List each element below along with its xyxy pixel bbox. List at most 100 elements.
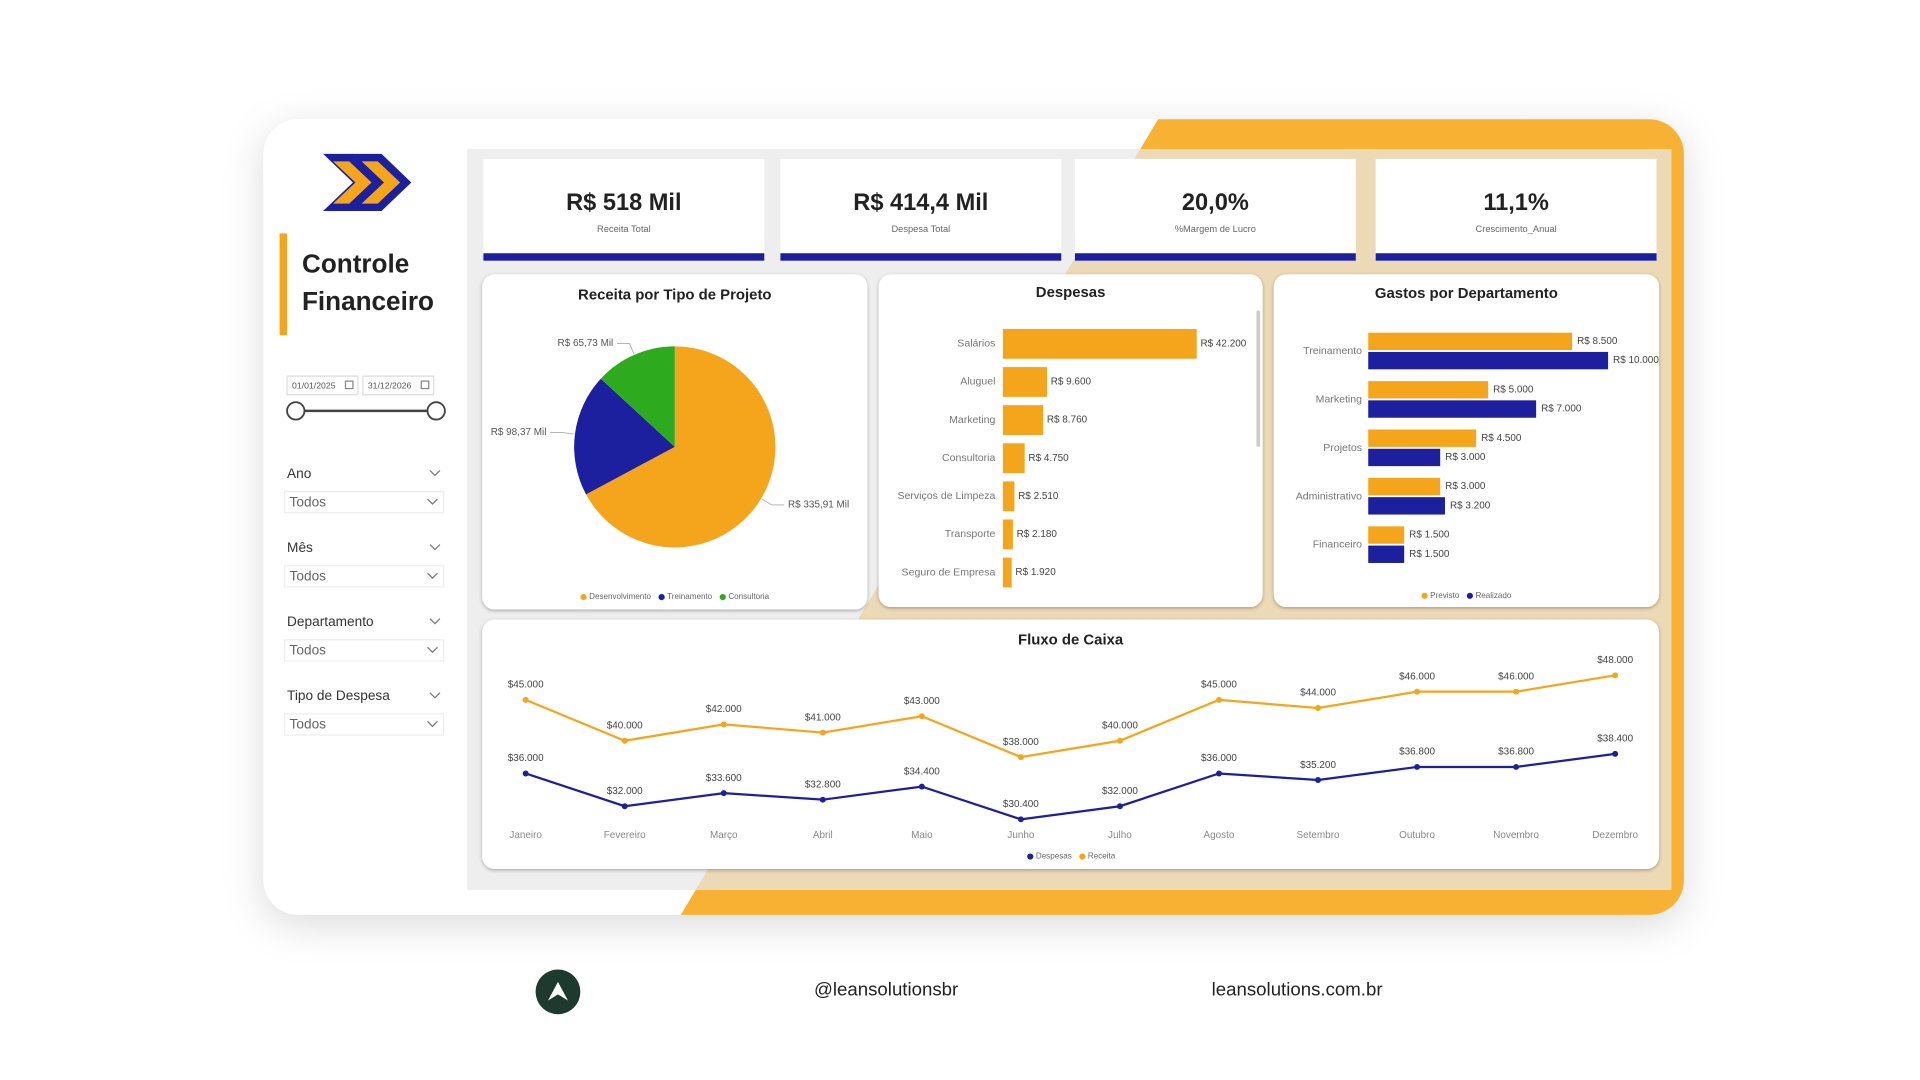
data-label: R$ 4.750	[1028, 453, 1069, 464]
leader-line	[616, 342, 635, 354]
date-end: 31/12/2026	[368, 380, 412, 390]
x-tick-label: Julho	[1108, 830, 1132, 841]
kpi-value: R$ 414,4 Mil	[853, 189, 988, 215]
filter-value: Todos	[290, 494, 327, 509]
chart-title: Despesas	[1036, 285, 1106, 301]
legend-label: Previsto	[1430, 591, 1460, 600]
filter-label: Ano	[287, 466, 312, 481]
filter-value: Todos	[290, 568, 327, 583]
data-label: R$ 4.500	[1481, 433, 1522, 444]
point	[621, 737, 628, 744]
data-label: R$ 2.180	[1017, 529, 1058, 540]
kpi-label: Despesa Total	[891, 224, 950, 234]
category-label: Administrativo	[1296, 490, 1362, 502]
legend: Previsto Realizado	[1421, 591, 1512, 600]
data-label: $36.000	[508, 753, 544, 764]
kpi-card	[1375, 158, 1657, 261]
slider-handle[interactable]	[286, 401, 306, 421]
data-label: $32.000	[607, 786, 643, 797]
legend: Despesas Receita	[1027, 852, 1116, 861]
logo	[323, 153, 412, 212]
data-label: $30.400	[1003, 799, 1039, 810]
point	[522, 696, 529, 703]
calendar-icon	[420, 380, 430, 390]
data-label: R$ 5.000	[1493, 384, 1534, 395]
data-label: R$ 1.920	[1015, 567, 1056, 578]
bar	[1002, 405, 1044, 435]
dropdown-arrow	[427, 720, 438, 728]
kpi-value: R$ 518 Mil	[566, 189, 681, 215]
line	[525, 674, 1616, 759]
date-start: 01/01/2025	[292, 380, 336, 390]
bar	[1368, 448, 1441, 467]
point	[1116, 803, 1123, 810]
point	[720, 790, 727, 797]
data-label: R$ 98,37 Mil	[491, 427, 547, 438]
x-tick-label: Agosto	[1204, 830, 1235, 841]
kpi-bar	[1074, 253, 1356, 261]
title-accent	[279, 233, 288, 336]
kpi-card	[780, 158, 1062, 261]
bar	[1002, 519, 1013, 550]
x-tick-label: Fevereiro	[604, 830, 646, 841]
x-tick-label: Abril	[813, 830, 833, 841]
legend-label: Realizado	[1475, 591, 1511, 600]
dropdown-arrow	[427, 498, 438, 505]
legend-marker	[1027, 853, 1034, 860]
x-tick-label: Setembro	[1296, 830, 1340, 841]
data-label: $43.000	[904, 696, 940, 707]
category-label: Treinamento	[1303, 345, 1362, 357]
bar	[1368, 332, 1573, 351]
date-box[interactable]	[362, 375, 435, 396]
x-tick-label: Janeiro	[509, 830, 542, 841]
bar	[1368, 545, 1405, 563]
x-tick-label: Maio	[911, 830, 933, 841]
x-tick-label: Dezembro	[1592, 830, 1638, 841]
data-label: $38.400	[1597, 734, 1633, 745]
filter-dropdown[interactable]	[283, 639, 445, 662]
data-label: $48.000	[1597, 655, 1633, 666]
filter-collapse[interactable]	[429, 618, 441, 625]
legend-label: Despesas	[1036, 852, 1072, 861]
legend-marker	[1421, 592, 1428, 599]
data-label: $36.000	[1201, 753, 1237, 764]
data-label: $45.000	[508, 680, 544, 691]
data-label: $35.200	[1300, 760, 1336, 771]
slider-handle[interactable]	[426, 401, 446, 421]
category-label: Serviços de Limpeza	[897, 490, 995, 502]
point	[1017, 816, 1024, 823]
data-label: R$ 10.000	[1613, 355, 1659, 366]
filter-dropdown[interactable]	[283, 713, 445, 736]
point	[1116, 737, 1123, 744]
date-box[interactable]	[286, 375, 359, 396]
point	[1513, 763, 1520, 770]
filter-value: Todos	[290, 717, 327, 732]
bar	[1002, 481, 1015, 512]
data-label: $36.800	[1399, 747, 1435, 758]
legend-marker	[658, 594, 665, 601]
kpi-label: Crescimento_Anual	[1476, 224, 1557, 234]
x-tick-label: Junho	[1007, 830, 1035, 841]
data-label: $32.000	[1102, 786, 1138, 797]
filter-collapse[interactable]	[429, 692, 441, 699]
filter-collapse[interactable]	[429, 470, 441, 477]
point	[1216, 696, 1222, 703]
chart-title: Fluxo de Caixa	[1018, 632, 1124, 648]
x-tick-label: Março	[710, 830, 738, 841]
filter-value: Todos	[290, 643, 327, 658]
category-label: Consultoria	[942, 452, 996, 464]
filter-collapse[interactable]	[429, 544, 441, 551]
data-label: R$ 335,91 Mil	[788, 500, 849, 511]
data-label: $45.000	[1201, 680, 1237, 691]
category-label: Transporte	[945, 528, 996, 540]
filter-dropdown[interactable]	[283, 565, 445, 588]
legend-label: Desenvolvimento	[589, 592, 651, 601]
scrollbar[interactable]	[1256, 310, 1261, 447]
footer-logo-mark	[548, 981, 568, 1001]
chart-title: Gastos por Departamento	[1375, 286, 1558, 302]
data-label: $32.800	[805, 779, 841, 790]
dropdown-arrow	[427, 646, 438, 654]
x-tick-label: Novembro	[1493, 830, 1539, 841]
filter-dropdown[interactable]	[283, 490, 445, 514]
